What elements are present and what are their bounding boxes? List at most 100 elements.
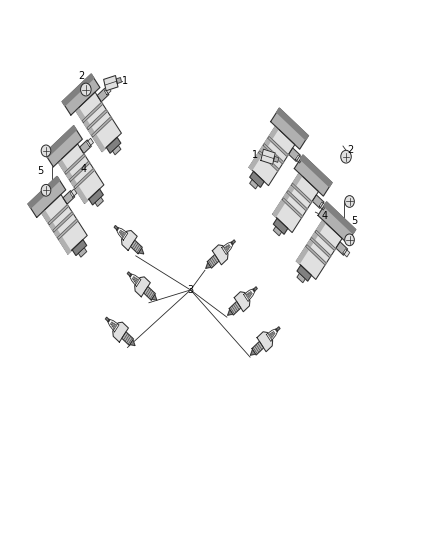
Polygon shape: [250, 172, 264, 187]
Polygon shape: [28, 176, 66, 217]
Polygon shape: [249, 126, 295, 185]
Polygon shape: [263, 143, 284, 164]
Polygon shape: [28, 176, 60, 208]
Polygon shape: [271, 108, 308, 149]
Polygon shape: [207, 255, 219, 268]
Polygon shape: [45, 126, 82, 167]
Polygon shape: [244, 289, 255, 302]
Polygon shape: [95, 197, 103, 206]
Polygon shape: [110, 322, 113, 325]
Polygon shape: [251, 350, 255, 355]
Polygon shape: [212, 245, 228, 265]
Polygon shape: [294, 155, 332, 196]
Polygon shape: [113, 146, 121, 155]
Polygon shape: [297, 265, 311, 281]
Polygon shape: [273, 173, 318, 232]
Polygon shape: [273, 227, 282, 236]
Polygon shape: [78, 248, 87, 257]
Polygon shape: [231, 240, 235, 245]
Polygon shape: [113, 324, 117, 329]
Polygon shape: [297, 220, 342, 279]
Polygon shape: [306, 245, 326, 265]
Circle shape: [341, 150, 351, 163]
Text: 2: 2: [347, 146, 353, 155]
Polygon shape: [92, 117, 112, 137]
Polygon shape: [336, 242, 348, 255]
Polygon shape: [273, 219, 288, 234]
Polygon shape: [130, 274, 141, 287]
Polygon shape: [104, 76, 118, 91]
Polygon shape: [271, 333, 273, 336]
Polygon shape: [119, 230, 122, 233]
Polygon shape: [273, 156, 279, 162]
Polygon shape: [300, 155, 332, 187]
Polygon shape: [42, 210, 71, 254]
Polygon shape: [261, 149, 275, 164]
Polygon shape: [144, 287, 155, 300]
Polygon shape: [127, 272, 131, 277]
Polygon shape: [65, 154, 85, 174]
Polygon shape: [132, 277, 135, 280]
Polygon shape: [122, 230, 137, 251]
Polygon shape: [76, 92, 121, 151]
Circle shape: [41, 145, 51, 157]
Polygon shape: [130, 340, 135, 345]
Polygon shape: [89, 189, 103, 205]
Polygon shape: [257, 332, 272, 352]
Polygon shape: [135, 277, 150, 297]
Circle shape: [345, 196, 354, 207]
Polygon shape: [108, 319, 119, 332]
Polygon shape: [139, 248, 144, 254]
Polygon shape: [297, 220, 325, 264]
Polygon shape: [104, 86, 111, 95]
Polygon shape: [63, 191, 74, 204]
Polygon shape: [234, 292, 250, 312]
Polygon shape: [87, 109, 107, 130]
Polygon shape: [249, 126, 278, 170]
Polygon shape: [82, 102, 103, 123]
Polygon shape: [152, 295, 157, 300]
Polygon shape: [297, 273, 305, 282]
Polygon shape: [97, 88, 109, 102]
Text: 5: 5: [37, 166, 43, 175]
Polygon shape: [222, 242, 233, 255]
Text: 1: 1: [122, 76, 128, 86]
Polygon shape: [106, 317, 110, 322]
Polygon shape: [268, 136, 288, 157]
Polygon shape: [229, 302, 241, 315]
Polygon shape: [122, 232, 125, 237]
Text: 2: 2: [78, 71, 84, 80]
Polygon shape: [58, 144, 104, 203]
Polygon shape: [116, 78, 121, 84]
Polygon shape: [42, 195, 87, 254]
Polygon shape: [277, 108, 308, 140]
Polygon shape: [312, 195, 324, 208]
Polygon shape: [273, 173, 302, 217]
Polygon shape: [266, 329, 278, 342]
Polygon shape: [253, 287, 257, 292]
Polygon shape: [250, 292, 252, 295]
Polygon shape: [315, 230, 336, 251]
Polygon shape: [62, 74, 94, 106]
Polygon shape: [69, 161, 90, 182]
Polygon shape: [311, 237, 331, 258]
Polygon shape: [45, 126, 76, 157]
Polygon shape: [72, 240, 87, 255]
Circle shape: [41, 184, 51, 196]
Polygon shape: [80, 140, 91, 154]
Polygon shape: [122, 332, 134, 345]
Polygon shape: [106, 138, 121, 153]
Polygon shape: [246, 294, 249, 298]
Polygon shape: [272, 332, 275, 335]
Polygon shape: [226, 246, 229, 249]
Polygon shape: [135, 279, 138, 284]
Polygon shape: [117, 228, 128, 240]
Polygon shape: [296, 155, 302, 163]
Text: 5: 5: [352, 216, 358, 225]
Polygon shape: [343, 249, 350, 257]
Polygon shape: [258, 151, 279, 171]
Circle shape: [345, 234, 354, 246]
Polygon shape: [228, 245, 230, 248]
Polygon shape: [114, 225, 118, 230]
Text: 4: 4: [80, 165, 86, 174]
